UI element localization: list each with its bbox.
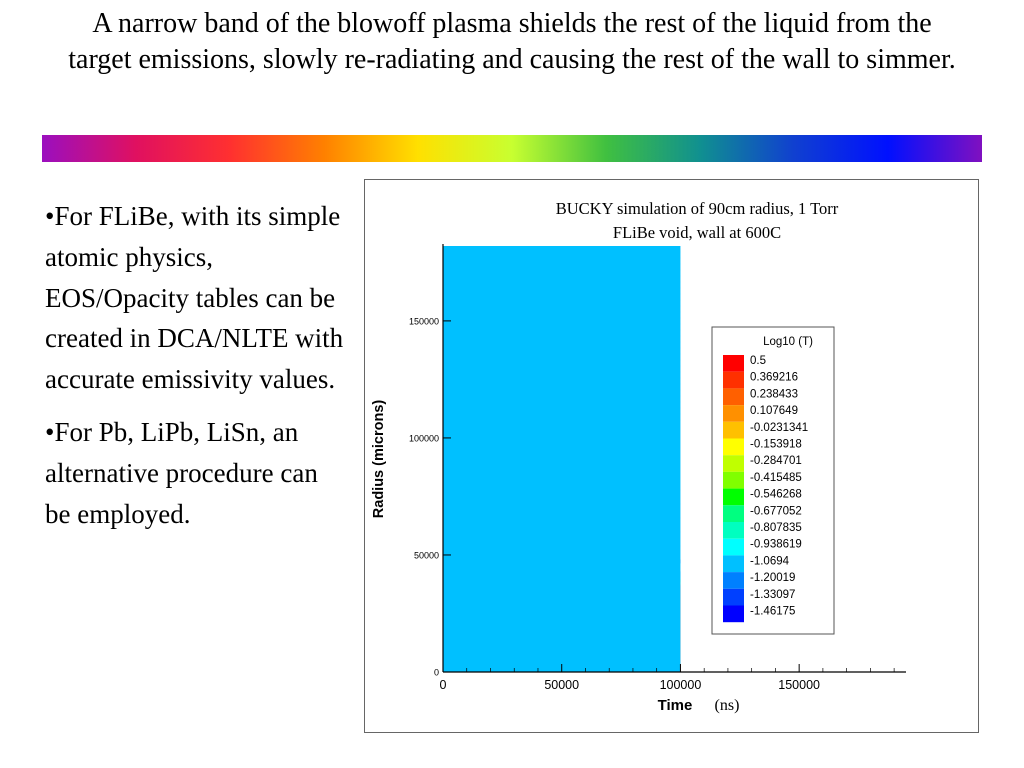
y-tick-label: 100000: [409, 433, 439, 443]
legend-swatch: [723, 421, 744, 439]
legend-swatch: [723, 538, 744, 556]
legend-label: -0.153918: [750, 439, 802, 451]
legend-label: -0.0231341: [750, 422, 808, 434]
legend-label: -1.20019: [750, 572, 795, 584]
y-tick-label: 150000: [409, 316, 439, 326]
legend-swatch: [723, 371, 744, 389]
legend-label: 0.107649: [750, 405, 798, 417]
y-tick-label: 0: [434, 668, 439, 678]
legend-label: -0.415485: [750, 472, 802, 484]
legend-swatch: [723, 455, 744, 472]
chart-title: BUCKY simulation of 90cm radius, 1 Torr F…: [556, 199, 839, 242]
heatmap-chart: BUCKY simulation of 90cm radius, 1 Torr F…: [371, 199, 906, 714]
legend-label: 0.238433: [750, 388, 798, 400]
bullet-item-flibe: •For FLiBe, with its simple atomic physi…: [45, 201, 344, 395]
legend-swatch: [723, 471, 744, 489]
x-tick-label: 50000: [544, 678, 579, 692]
legend-swatch: [723, 605, 744, 623]
chart-frame: BUCKY simulation of 90cm radius, 1 Torr F…: [364, 179, 979, 733]
legend-swatch: [723, 488, 744, 506]
x-axis-unit: (ns): [715, 697, 740, 714]
legend-label: -0.546268: [750, 489, 802, 501]
x-tick-label: 100000: [660, 678, 702, 692]
legend-swatch: [723, 572, 744, 589]
legend-swatch: [723, 438, 744, 456]
legend-label: 0.369216: [750, 372, 798, 384]
legend-label: -0.284701: [750, 455, 802, 467]
y-axis-label: Radius (microns): [371, 400, 387, 519]
legend-swatch: [723, 505, 744, 522]
legend-label: -1.0694: [750, 555, 790, 567]
x-tick-label: 150000: [778, 678, 820, 692]
x-tick-label: 0: [440, 678, 447, 692]
legend-label: 0.5: [750, 355, 766, 367]
legend-title: Log10 (T): [763, 336, 813, 348]
rainbow-divider-bar: [42, 135, 982, 162]
slide-title: A narrow band of the blowoff plasma shie…: [68, 8, 956, 75]
legend-label: -1.33097: [750, 589, 795, 601]
chart-title-line-2: FLiBe void, wall at 600C: [613, 223, 781, 242]
legend-label: -0.807835: [750, 522, 802, 534]
bullet-item-pb: •For Pb, LiPb, LiSn, an alternative proc…: [45, 416, 318, 529]
legend-label: -0.938619: [750, 539, 802, 551]
legend-label: -1.46175: [750, 606, 795, 618]
legend-swatch: [723, 405, 744, 422]
y-tick-label: 50000: [414, 550, 439, 560]
legend-swatch: [723, 555, 744, 573]
heatmap-background: [443, 246, 681, 672]
x-axis-label: Time: [658, 697, 693, 714]
chart-title-line-1: BUCKY simulation of 90cm radius, 1 Torr: [556, 199, 839, 218]
bullet-list: •For FLiBe, with its simple atomic physi…: [45, 196, 345, 546]
legend-swatch: [723, 588, 744, 606]
legend-label: -0.677052: [750, 505, 802, 517]
legend-swatch: [723, 355, 744, 372]
legend-swatch: [723, 522, 744, 539]
legend-swatch: [723, 388, 744, 406]
